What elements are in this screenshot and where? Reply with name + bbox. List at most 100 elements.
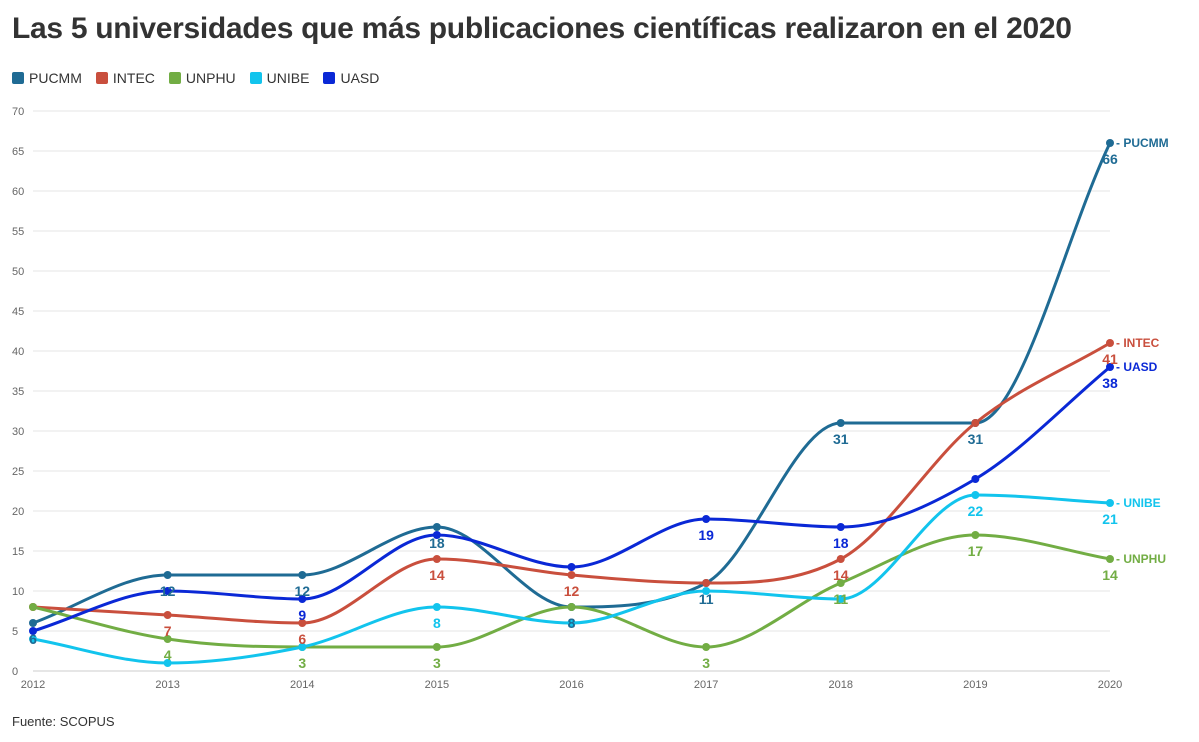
y-tick-label: 50 — [12, 266, 24, 278]
data-point — [567, 571, 576, 579]
data-label: 14 — [833, 567, 849, 583]
legend-item-unphu[interactable]: UNPHU — [168, 70, 236, 86]
data-label: 19 — [698, 527, 714, 543]
x-tick-label: 2017 — [694, 679, 718, 691]
data-point — [29, 619, 37, 627]
data-label: 22 — [968, 503, 984, 519]
data-label: 11 — [833, 591, 848, 607]
data-label: 12 — [294, 583, 310, 599]
source-note: Fuente: SCOPUS — [12, 714, 115, 729]
end-label-unphu: - UNPHU — [1116, 552, 1166, 566]
end-label-uasd: - UASD — [1116, 360, 1158, 374]
data-label: 12 — [564, 583, 580, 599]
data-label: 31 — [833, 431, 849, 447]
data-point — [432, 523, 441, 531]
data-point — [836, 523, 845, 531]
data-label: 8 — [433, 615, 441, 631]
data-label: 38 — [1102, 375, 1118, 391]
data-point — [29, 635, 37, 643]
chart-title: Las 5 universidades que más publicacione… — [12, 12, 1072, 45]
legend-swatch — [249, 72, 262, 84]
data-point — [836, 555, 845, 563]
y-tick-label: 55 — [12, 226, 24, 238]
y-tick-label: 15 — [12, 546, 24, 558]
data-point — [971, 531, 980, 539]
y-tick-label: 0 — [12, 666, 18, 678]
y-tick-label: 65 — [12, 146, 24, 158]
data-label: 3 — [702, 655, 710, 671]
data-point — [567, 619, 576, 627]
data-point — [702, 515, 711, 523]
data-point — [567, 603, 576, 611]
data-label: 8 — [568, 615, 576, 631]
y-tick-label: 25 — [12, 466, 24, 478]
data-label: 66 — [1102, 151, 1118, 167]
y-tick-label: 70 — [12, 106, 24, 118]
y-tick-label: 10 — [12, 586, 24, 598]
data-label: 21 — [1102, 511, 1118, 527]
y-tick-label: 30 — [12, 426, 24, 438]
data-point — [1106, 139, 1114, 147]
legend-swatch — [168, 72, 181, 84]
legend-item-unibe[interactable]: UNIBE — [249, 70, 310, 86]
data-label: 14 — [429, 567, 445, 583]
data-point — [1106, 555, 1114, 563]
data-point — [298, 619, 307, 627]
legend-item-uasd[interactable]: UASD — [323, 70, 379, 86]
end-label-intec: - INTEC — [1116, 336, 1160, 350]
data-point — [1106, 363, 1114, 371]
y-tick-label: 45 — [12, 306, 24, 318]
legend-label: UNPHU — [185, 70, 236, 86]
data-point — [163, 571, 172, 579]
data-point — [29, 627, 37, 635]
data-point — [29, 603, 37, 611]
data-label: 41 — [1102, 351, 1118, 367]
data-label: 14 — [1102, 567, 1118, 583]
data-point — [1106, 499, 1114, 507]
data-point — [163, 611, 172, 619]
legend-label: UNIBE — [266, 70, 310, 86]
y-tick-label: 60 — [12, 186, 24, 198]
data-point — [836, 595, 845, 603]
data-label: 3 — [433, 655, 441, 671]
y-tick-label: 40 — [12, 346, 24, 358]
data-point — [298, 643, 307, 651]
data-point — [298, 595, 307, 603]
data-point — [432, 643, 441, 651]
data-label: 11 — [699, 591, 714, 607]
x-tick-label: 2014 — [290, 679, 314, 691]
y-tick-label: 5 — [12, 626, 18, 638]
y-tick-label: 35 — [12, 386, 24, 398]
data-point — [971, 475, 980, 483]
data-point — [702, 579, 711, 587]
data-label: 7 — [164, 623, 172, 639]
data-point — [702, 587, 711, 595]
data-label: 6 — [29, 631, 37, 647]
legend-item-intec[interactable]: INTEC — [95, 70, 155, 86]
data-label: 17 — [968, 543, 984, 559]
data-point — [163, 635, 172, 643]
data-point — [163, 587, 172, 595]
data-label: 4 — [164, 647, 172, 663]
legend-swatch — [95, 72, 108, 84]
legend-swatch — [12, 72, 24, 84]
legend-item-pucmm[interactable]: PUCMM — [12, 70, 82, 86]
data-point — [702, 643, 711, 651]
x-tick-label: 2018 — [829, 679, 853, 691]
end-label-pucmm: - PUCMM — [1116, 136, 1169, 150]
data-label: 18 — [429, 535, 445, 551]
series-line-intec — [31, 341, 1112, 625]
data-point — [567, 563, 576, 571]
end-label-unibe: - UNIBE — [1116, 496, 1161, 510]
data-label: 12 — [160, 583, 176, 599]
legend-label: UASD — [340, 70, 380, 86]
x-tick-label: 2019 — [963, 679, 987, 691]
x-tick-label: 2013 — [155, 679, 179, 691]
data-point — [432, 603, 441, 611]
legend-label: INTEC — [112, 70, 155, 86]
x-tick-label: 2016 — [559, 679, 583, 691]
legend: PUCMM INTEC UNPHU UNIBE UASD — [12, 70, 379, 86]
data-label: 6 — [298, 631, 306, 647]
y-tick-label: 20 — [12, 506, 24, 518]
